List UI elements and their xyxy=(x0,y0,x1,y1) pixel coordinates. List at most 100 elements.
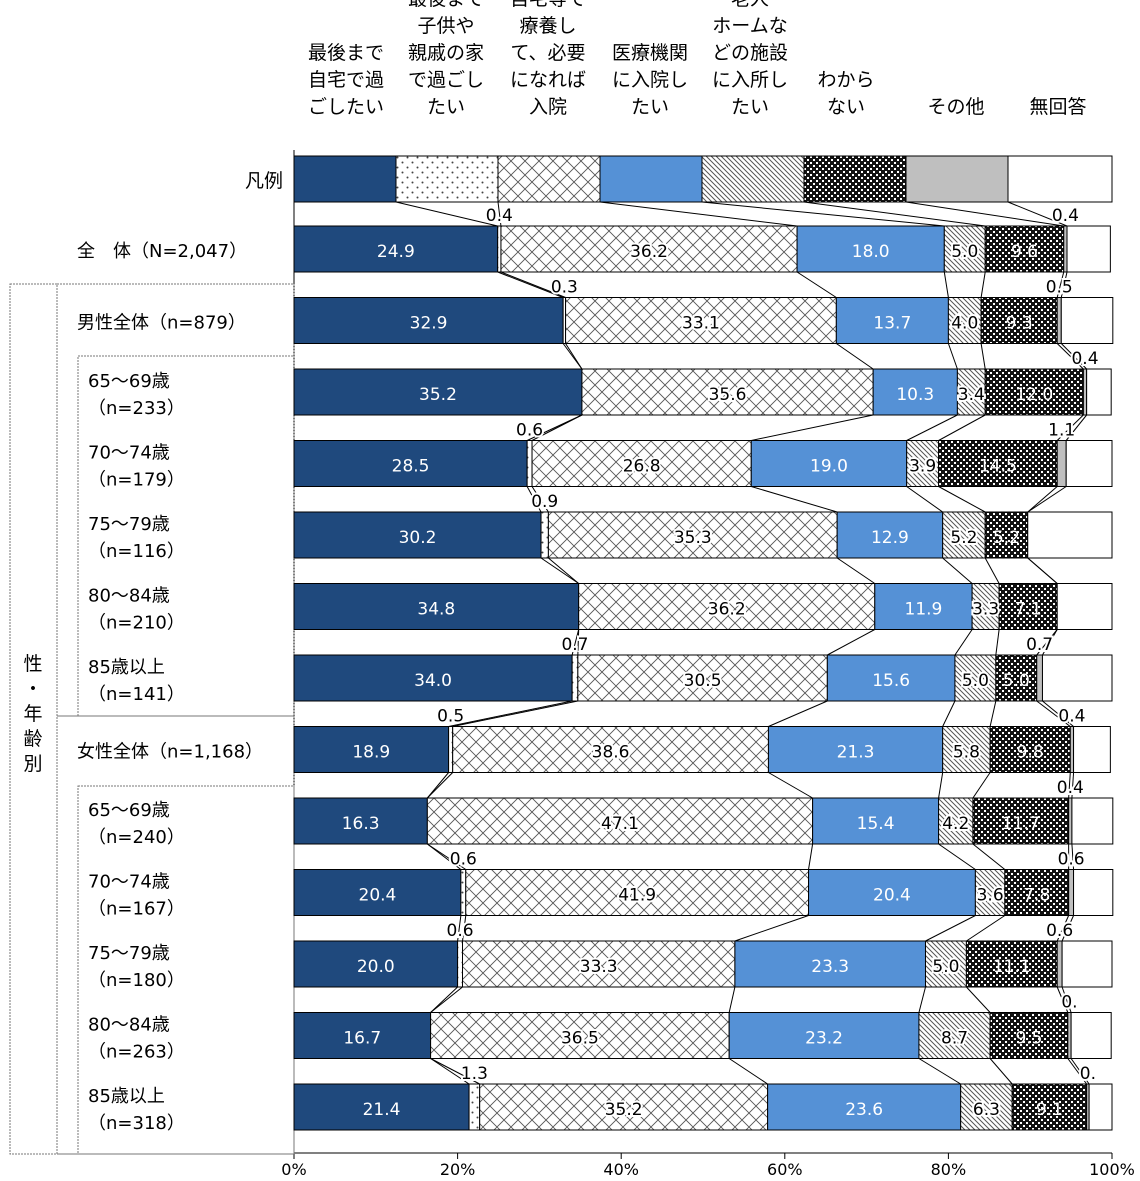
connector-10-7 xyxy=(1061,915,1075,942)
row-label-3: 70～74歳 xyxy=(88,443,170,464)
legend-swatch-0 xyxy=(293,155,397,203)
bar-row7-seg7 xyxy=(1073,726,1111,773)
bar-row3-seg7 xyxy=(1065,440,1113,487)
connector-8-6 xyxy=(1068,772,1071,799)
connector-10-2 xyxy=(462,915,467,942)
value-label-row3-seg0: 28.5 xyxy=(392,457,430,477)
connector-9-2 xyxy=(427,843,467,870)
value-label-row1-seg0: 32.9 xyxy=(410,314,448,334)
value-label-row5-seg5: 7.1 xyxy=(1015,600,1042,620)
bar-row5-seg4 xyxy=(971,583,1000,630)
bar-row10-seg6 xyxy=(1056,940,1063,988)
row-sublabel-8: （n=240） xyxy=(88,827,185,848)
series-header-4-line-2: どの施設 xyxy=(712,42,788,64)
connector-0-6 xyxy=(905,201,1064,227)
bar-row10-seg7 xyxy=(1061,940,1113,988)
connector-1-2 xyxy=(500,271,566,298)
value-label-row1-seg1: 0.3 xyxy=(551,278,578,298)
connector-1-5 xyxy=(980,271,986,298)
bar-row6-seg1 xyxy=(571,654,579,702)
group-label-char-0: 性 xyxy=(23,653,42,675)
bar-row7-seg0 xyxy=(293,726,450,773)
connector-7-3 xyxy=(768,700,828,727)
bar-row11-seg7 xyxy=(1070,1012,1112,1059)
bar-row0-seg4 xyxy=(943,225,986,273)
value-label-row12-seg6: 0. xyxy=(1080,1064,1096,1084)
value-label-row9-seg5: 7.8 xyxy=(1023,886,1050,906)
connector-0-7 xyxy=(1007,201,1068,227)
connector-10-4 xyxy=(925,915,976,942)
bar-row6-seg0 xyxy=(293,654,573,702)
series-header-2-line-2: て、必要 xyxy=(510,42,585,64)
connector-8-7 xyxy=(1071,772,1075,799)
connector-0-1 xyxy=(395,201,498,227)
value-label-row10-seg6: 0.6 xyxy=(1046,921,1073,941)
connector-6-3 xyxy=(827,629,876,656)
bar-row2-seg4 xyxy=(956,368,986,416)
row-sublabel-9: （n=167） xyxy=(88,899,185,920)
x-tick-label-2: 40% xyxy=(603,1160,639,1177)
value-label-row8-seg4: 4.2 xyxy=(942,814,969,834)
bar-row7-seg5 xyxy=(989,726,1071,773)
bar-row8-seg2 xyxy=(426,797,814,845)
connector-8-2 xyxy=(426,772,454,799)
x-tick-label-0: 0% xyxy=(281,1160,306,1177)
legend-swatch-3 xyxy=(599,155,703,203)
row-label-9: 70～74歳 xyxy=(88,872,170,893)
connector-11-2 xyxy=(430,986,463,1013)
value-label-row0-seg1: 0.4 xyxy=(486,206,513,226)
value-label-row3-seg5: 14.5 xyxy=(979,457,1017,477)
bar-row8-seg3 xyxy=(812,797,940,845)
value-label-row9-seg2: 41.9 xyxy=(618,886,656,906)
bar-row4-seg1 xyxy=(540,511,549,559)
row-sublabel-5: （n=210） xyxy=(88,613,185,634)
bar-row1-seg0 xyxy=(293,297,564,344)
connector-8-5 xyxy=(972,772,991,799)
series-header-5-line-0: わから xyxy=(817,69,874,91)
row-label-5: 80～84歳 xyxy=(88,586,170,607)
value-label-row1-seg4: 4.0 xyxy=(951,314,978,334)
value-label-row10-seg4: 5.0 xyxy=(932,957,959,977)
connector-3-4 xyxy=(906,414,958,441)
bar-row12-seg5 xyxy=(1011,1083,1088,1131)
value-label-row0-seg6: 0.4 xyxy=(1052,206,1079,226)
value-label-row5-seg2: 36.2 xyxy=(708,600,746,620)
x-tick-label-3: 60% xyxy=(767,1160,803,1177)
bar-row6-seg6 xyxy=(1036,654,1043,702)
bar-row9-seg1 xyxy=(460,869,467,916)
bar-row9-seg7 xyxy=(1073,869,1114,916)
bar-row11-seg4 xyxy=(918,1012,991,1059)
connector-2-3 xyxy=(836,343,874,370)
bar-row12-seg4 xyxy=(960,1083,1013,1131)
connector-4-4 xyxy=(906,486,943,513)
bar-row5-seg7 xyxy=(1056,583,1113,630)
bar-row12-seg0 xyxy=(293,1083,470,1131)
legend-swatch-1 xyxy=(395,155,499,203)
bar-row2-seg5 xyxy=(984,368,1084,416)
series-header-5-line-1: ない xyxy=(827,96,865,118)
connector-6-7 xyxy=(1042,629,1058,656)
value-label-row5-seg3: 11.9 xyxy=(905,600,943,620)
connector-7-1 xyxy=(448,700,573,727)
connector-3-2 xyxy=(531,414,583,441)
legend-swatch-5 xyxy=(803,155,907,203)
connector-8-3 xyxy=(768,772,813,799)
value-label-row7-seg3: 21.3 xyxy=(837,743,875,763)
series-header-2-line-1: 療養し xyxy=(519,15,576,37)
connector-10-1 xyxy=(457,915,462,942)
value-label-row10-seg1: 0.6 xyxy=(447,921,474,941)
series-header-1-line-1: 子供や xyxy=(417,15,474,37)
value-label-row3-seg2: 26.8 xyxy=(623,457,661,477)
connector-10-5 xyxy=(966,915,1006,942)
connector-0-5 xyxy=(803,201,986,227)
connector-1-6 xyxy=(1056,271,1065,298)
value-label-row10-seg2: 33.3 xyxy=(580,957,618,977)
row-sublabel-6: （n=141） xyxy=(88,684,185,705)
row-sublabel-12: （n=318） xyxy=(88,1113,185,1134)
connector-2-2 xyxy=(565,343,583,370)
value-label-row9-seg1: 0.6 xyxy=(450,850,477,870)
connector-5-1 xyxy=(540,557,579,584)
series-header-0-line-2: ごしたい xyxy=(308,96,384,118)
value-label-row4-seg1: 0.9 xyxy=(531,492,558,512)
